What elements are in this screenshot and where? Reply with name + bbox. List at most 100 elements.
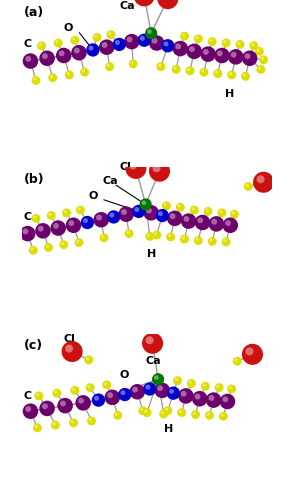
Circle shape: [102, 380, 111, 390]
Circle shape: [70, 386, 79, 395]
Circle shape: [75, 238, 83, 247]
Circle shape: [192, 391, 208, 406]
Circle shape: [199, 68, 208, 76]
Circle shape: [157, 0, 178, 9]
Circle shape: [74, 48, 80, 54]
Circle shape: [143, 408, 151, 417]
Circle shape: [29, 246, 38, 254]
Circle shape: [145, 27, 157, 40]
Circle shape: [138, 34, 151, 47]
Circle shape: [113, 411, 122, 420]
Circle shape: [211, 219, 217, 224]
Circle shape: [59, 50, 64, 56]
Circle shape: [161, 39, 174, 52]
Circle shape: [125, 158, 146, 179]
Circle shape: [87, 384, 91, 388]
Circle shape: [113, 38, 126, 51]
Circle shape: [23, 54, 38, 69]
Text: H: H: [225, 90, 234, 100]
Circle shape: [78, 398, 84, 404]
Circle shape: [159, 410, 168, 418]
Circle shape: [56, 48, 71, 64]
Circle shape: [126, 230, 129, 234]
Circle shape: [142, 200, 146, 205]
Circle shape: [144, 410, 148, 413]
Circle shape: [180, 234, 189, 244]
Circle shape: [215, 70, 218, 74]
Text: C: C: [24, 212, 32, 222]
Circle shape: [154, 232, 157, 235]
Circle shape: [179, 410, 182, 413]
Circle shape: [72, 38, 75, 40]
Circle shape: [140, 198, 152, 210]
Circle shape: [76, 240, 79, 243]
Circle shape: [37, 42, 46, 50]
Circle shape: [124, 34, 140, 50]
Circle shape: [84, 356, 93, 364]
Circle shape: [201, 69, 204, 72]
Circle shape: [229, 72, 232, 76]
Circle shape: [208, 237, 217, 246]
Circle shape: [86, 44, 100, 57]
Circle shape: [94, 34, 98, 38]
Circle shape: [118, 388, 131, 401]
Circle shape: [163, 406, 172, 415]
Circle shape: [145, 232, 154, 241]
Circle shape: [31, 76, 41, 85]
Circle shape: [53, 422, 56, 426]
Circle shape: [217, 50, 223, 56]
Circle shape: [46, 244, 49, 248]
Circle shape: [72, 388, 75, 391]
Circle shape: [181, 391, 187, 396]
Circle shape: [175, 378, 178, 381]
Circle shape: [31, 214, 41, 223]
Circle shape: [177, 204, 181, 208]
Circle shape: [132, 386, 138, 392]
Circle shape: [86, 383, 95, 392]
Circle shape: [231, 211, 235, 214]
Circle shape: [152, 230, 161, 239]
Circle shape: [101, 235, 104, 238]
Circle shape: [83, 218, 88, 223]
Circle shape: [64, 210, 67, 213]
Circle shape: [65, 70, 74, 80]
Circle shape: [51, 420, 60, 430]
Circle shape: [220, 394, 235, 409]
Circle shape: [175, 44, 181, 50]
Circle shape: [187, 68, 191, 71]
Circle shape: [161, 411, 164, 414]
Circle shape: [62, 208, 71, 217]
Circle shape: [107, 392, 113, 398]
Circle shape: [222, 396, 228, 402]
Circle shape: [23, 404, 38, 419]
Circle shape: [42, 53, 48, 59]
Circle shape: [245, 348, 253, 356]
Circle shape: [23, 228, 29, 234]
Circle shape: [230, 210, 239, 218]
Circle shape: [255, 47, 264, 56]
Circle shape: [237, 42, 240, 45]
Circle shape: [154, 376, 159, 380]
Circle shape: [65, 344, 73, 352]
Circle shape: [61, 341, 83, 362]
Circle shape: [154, 382, 170, 398]
Circle shape: [69, 418, 78, 428]
Circle shape: [180, 32, 189, 40]
Circle shape: [70, 36, 79, 44]
Circle shape: [92, 394, 105, 407]
Circle shape: [183, 216, 189, 222]
Circle shape: [209, 38, 213, 42]
Circle shape: [208, 37, 217, 46]
Circle shape: [76, 206, 85, 214]
Circle shape: [25, 406, 31, 412]
Circle shape: [202, 384, 206, 386]
Circle shape: [163, 42, 168, 46]
Text: Cl: Cl: [197, 0, 209, 2]
Circle shape: [251, 43, 254, 46]
Circle shape: [167, 386, 180, 400]
Circle shape: [219, 412, 228, 420]
Circle shape: [127, 36, 133, 43]
Text: (c): (c): [24, 339, 43, 352]
Circle shape: [50, 75, 53, 78]
Circle shape: [60, 400, 66, 406]
